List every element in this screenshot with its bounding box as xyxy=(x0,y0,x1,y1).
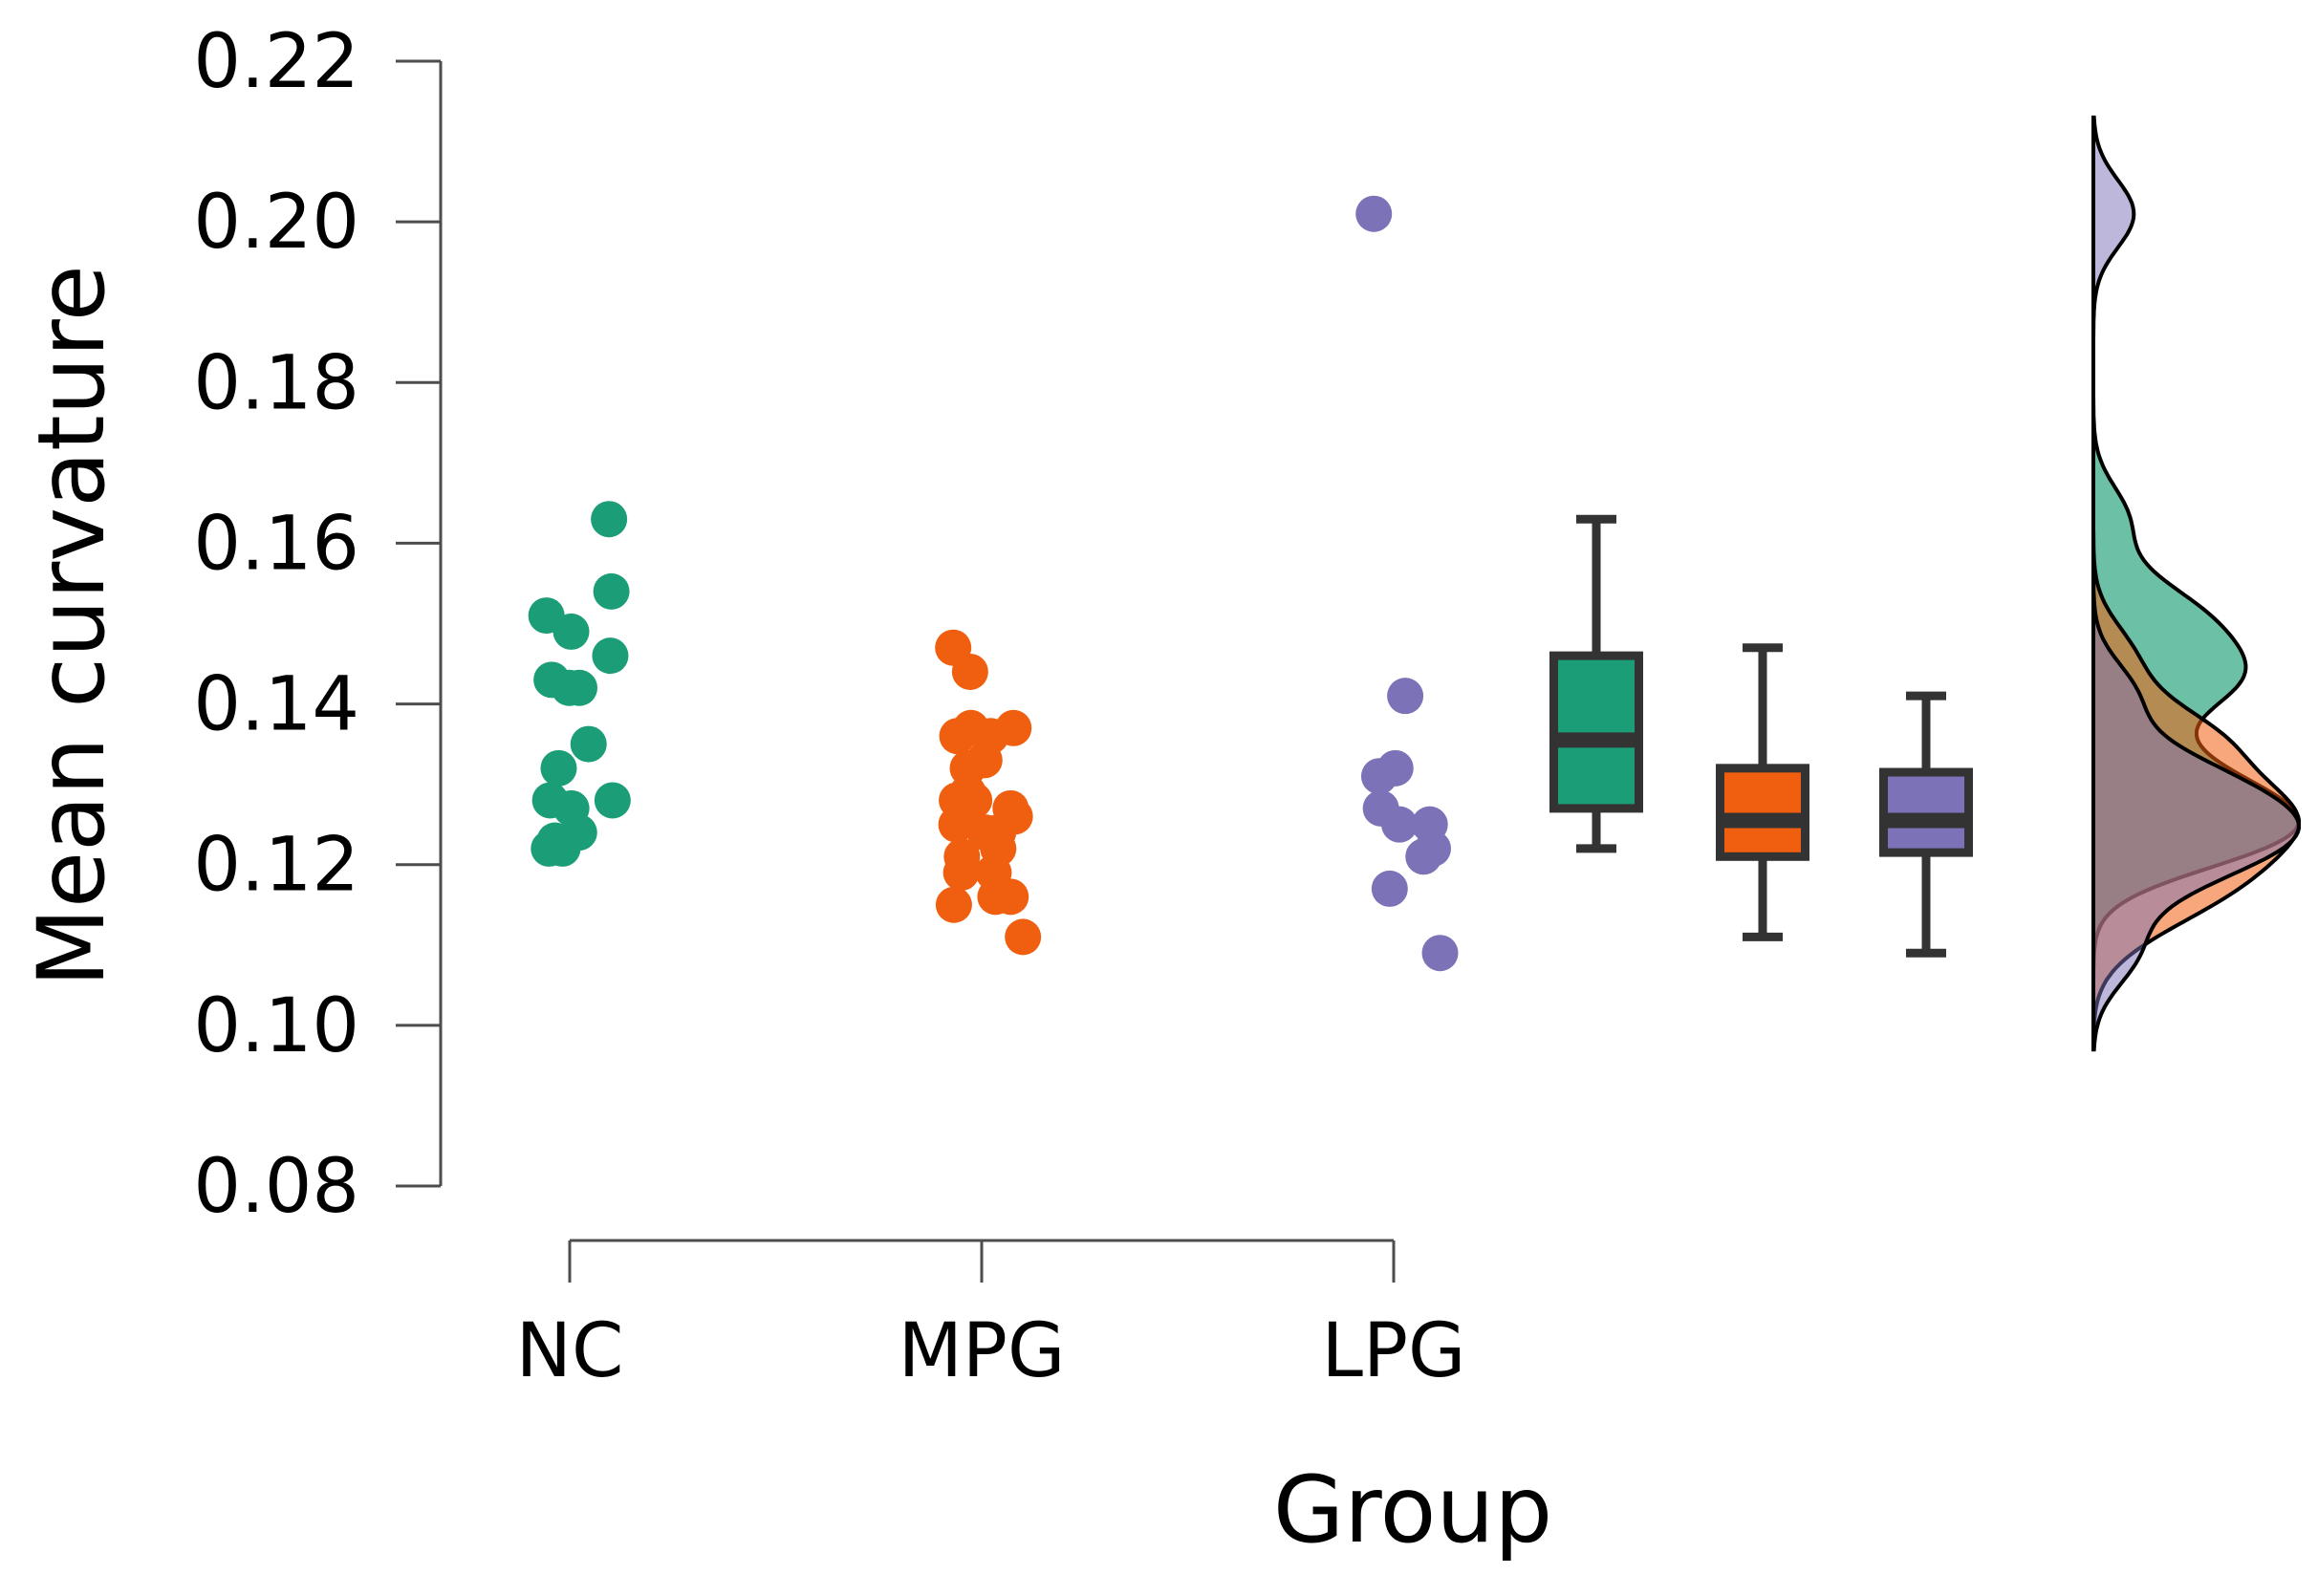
box-iqr xyxy=(1549,651,1643,813)
data-point-lpg xyxy=(1405,838,1442,875)
y-tick-label: 0.22 xyxy=(193,19,359,105)
data-point-lpg xyxy=(1371,870,1408,907)
x-tick-label: LPG xyxy=(1322,1308,1466,1394)
x-axis: NC MPG LPG xyxy=(516,1239,1466,1394)
data-point-nc xyxy=(570,725,607,763)
x-tick-label: MPG xyxy=(899,1308,1066,1394)
density-curves xyxy=(2091,115,2302,1052)
boxplots xyxy=(1549,514,1973,958)
density-lpg xyxy=(2091,115,2302,1052)
data-point-lpg xyxy=(1387,678,1424,715)
data-point-lpg xyxy=(1360,758,1397,795)
data-point-lpg xyxy=(1421,935,1459,972)
y-tick-label: 0.20 xyxy=(193,180,359,266)
data-point-nc xyxy=(561,669,598,706)
y-tick-label: 0.16 xyxy=(193,501,359,587)
data-point-mpg xyxy=(939,718,976,755)
data-points xyxy=(528,195,1459,972)
y-axis: 0.08 0.10 0.12 0.14 0.16 0.18 0.20 0.22 xyxy=(193,19,443,1230)
data-point-mpg xyxy=(935,886,972,923)
data-point-nc xyxy=(594,782,631,819)
data-point-mpg xyxy=(938,806,975,843)
data-point-nc xyxy=(592,637,629,675)
data-point-nc xyxy=(552,613,590,650)
boxplot-nc xyxy=(1549,514,1643,853)
y-tick-label: 0.14 xyxy=(193,662,359,748)
data-point-mpg xyxy=(1005,918,1042,956)
x-tick-label: NC xyxy=(516,1308,624,1394)
y-axis-title: Mean curvature xyxy=(18,265,125,987)
box-iqr xyxy=(1716,764,1809,861)
data-point-nc xyxy=(531,830,568,867)
boxplot-mpg xyxy=(1716,643,1809,941)
data-point-lpg xyxy=(1355,195,1393,232)
data-point-lpg xyxy=(1381,806,1419,843)
data-point-nc xyxy=(540,749,577,787)
data-point-mpg xyxy=(977,878,1014,916)
y-tick-label: 0.12 xyxy=(193,823,359,909)
y-tick-label: 0.08 xyxy=(193,1144,359,1230)
y-tick-label: 0.18 xyxy=(193,340,359,426)
boxplot-lpg xyxy=(1879,691,1973,958)
y-tick-label: 0.10 xyxy=(193,983,359,1069)
data-point-nc xyxy=(591,501,628,538)
box-iqr xyxy=(1879,767,1973,857)
x-axis-title: Group xyxy=(1273,1456,1552,1564)
data-point-mpg xyxy=(951,653,988,690)
data-point-mpg xyxy=(942,854,980,892)
data-point-nc xyxy=(593,572,630,610)
